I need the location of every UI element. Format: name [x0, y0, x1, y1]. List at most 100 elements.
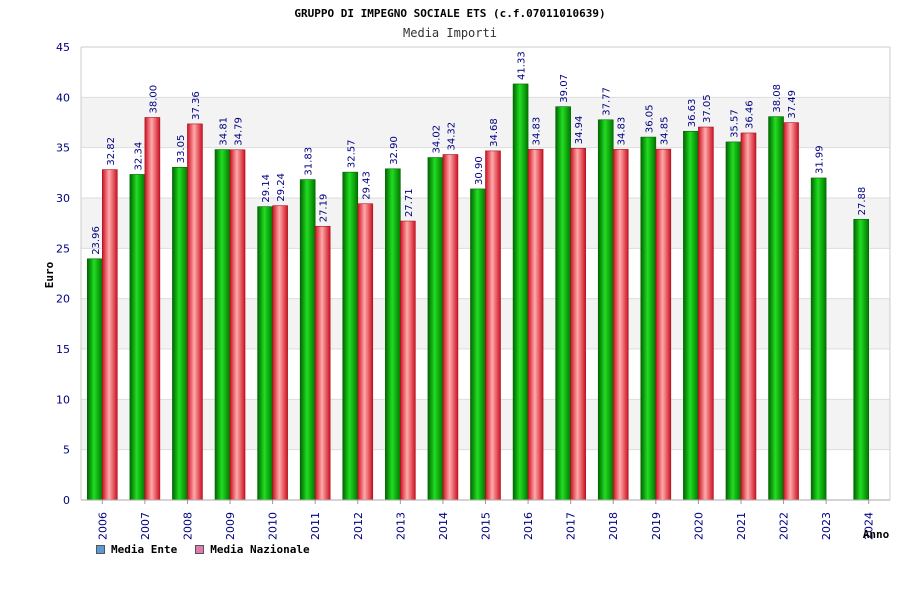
data-label: 30.90 — [474, 156, 485, 185]
bar-media-nazionale — [314, 225, 331, 501]
x-tick-label: 2019 — [650, 512, 663, 540]
chart-title: GRUPPO DI IMPEGNO SOCIALE ETS (c.f.07011… — [294, 7, 605, 20]
legend: Media Ente Media Nazionale — [96, 543, 310, 556]
bar-media-ente — [597, 119, 614, 501]
data-label: 37.77 — [602, 87, 613, 116]
bar-media-ente — [129, 174, 146, 501]
bar-media-ente — [683, 130, 699, 501]
x-tick-label: 2021 — [735, 512, 748, 540]
data-label: 34.85 — [659, 117, 670, 146]
x-tick-label: 2023 — [820, 512, 833, 540]
bar-media-nazionale — [357, 203, 374, 501]
data-label: 23.96 — [91, 226, 102, 255]
bar-media-ente — [768, 116, 784, 501]
legend-swatch-media-nazionale — [195, 545, 205, 554]
bar-media-ente — [342, 171, 359, 501]
bar-media-ente — [725, 141, 742, 501]
data-label: 29.43 — [361, 171, 372, 200]
bar-media-nazionale — [527, 149, 544, 501]
bar-media-nazionale — [485, 150, 501, 501]
x-tick-label: 2010 — [267, 512, 280, 540]
data-label: 31.83 — [304, 147, 315, 176]
data-label: 34.32 — [446, 122, 457, 151]
bar-media-nazionale — [570, 147, 586, 501]
bar-media-ente — [214, 149, 231, 501]
data-label: 33.05 — [176, 135, 187, 164]
bar-media-ente — [172, 166, 188, 501]
data-label: 36.46 — [744, 100, 755, 129]
y-tick-label: 40 — [56, 91, 70, 104]
y-axis-label: Euro — [43, 261, 56, 288]
data-label: 29.14 — [261, 174, 272, 203]
data-label: 34.68 — [489, 118, 500, 147]
y-tick-label: 45 — [56, 41, 70, 54]
bar-media-nazionale — [101, 169, 118, 501]
bar-media-nazionale — [783, 122, 799, 501]
x-tick-label: 2016 — [522, 512, 535, 540]
bar-media-nazionale — [740, 132, 757, 501]
data-label: 37.49 — [787, 90, 798, 119]
bar-media-ente — [427, 157, 444, 501]
data-label: 38.00 — [148, 85, 159, 114]
data-label: 37.36 — [191, 91, 202, 120]
bar-media-ente — [555, 106, 571, 501]
bar-media-nazionale — [229, 149, 246, 501]
x-tick-label: 2014 — [437, 512, 450, 540]
legend-label-media-ente: Media Ente — [111, 543, 178, 556]
x-tick-label: 2007 — [139, 512, 152, 540]
data-label: 35.57 — [729, 109, 740, 138]
chart-subtitle: Media Importi — [403, 26, 497, 40]
data-label: 34.02 — [431, 125, 442, 154]
bar-media-ente — [853, 219, 870, 501]
legend-swatch-media-ente — [96, 545, 105, 554]
data-label: 32.34 — [133, 142, 144, 171]
y-tick-label: 0 — [63, 494, 70, 507]
bar-media-ente — [299, 179, 316, 501]
y-tick-label: 30 — [56, 192, 70, 205]
x-tick-label: 2015 — [480, 512, 493, 540]
x-tick-label: 2013 — [394, 512, 407, 540]
x-tick-label: 2018 — [607, 512, 620, 540]
data-label: 27.88 — [857, 187, 868, 216]
bar-media-ente — [257, 206, 273, 501]
data-label: 41.33 — [517, 51, 528, 80]
data-label: 29.24 — [276, 173, 287, 202]
bar-media-nazionale — [187, 123, 203, 501]
data-label: 38.08 — [772, 84, 783, 113]
bar-media-ente — [512, 83, 529, 501]
data-label: 36.63 — [687, 99, 698, 128]
y-tick-label: 5 — [63, 444, 70, 457]
data-label: 27.19 — [319, 194, 330, 223]
x-tick-label: 2006 — [96, 512, 109, 540]
x-tick-label: 2024 — [863, 512, 876, 540]
legend-item-media-ente: Media Ente — [96, 543, 177, 556]
data-label: 27.71 — [404, 188, 415, 217]
x-tick-label: 2008 — [181, 512, 194, 540]
bar-media-ente — [86, 258, 103, 501]
bar-media-nazionale — [272, 205, 288, 501]
legend-item-media-nazionale: Media Nazionale — [195, 543, 310, 556]
data-label: 31.99 — [815, 145, 826, 174]
data-label: 34.81 — [219, 117, 230, 146]
data-label: 32.57 — [346, 139, 357, 168]
bar-media-ente — [810, 177, 827, 501]
y-tick-label: 35 — [56, 142, 70, 155]
data-label: 34.94 — [574, 116, 585, 145]
x-tick-label: 2011 — [309, 512, 322, 540]
bar-media-nazionale — [442, 154, 459, 501]
data-label: 34.83 — [617, 117, 628, 146]
bar-media-ente — [470, 188, 486, 501]
bar-media-nazionale — [144, 117, 161, 501]
data-label: 32.82 — [106, 137, 117, 166]
bar-media-nazionale — [400, 220, 416, 501]
bar-media-nazionale — [612, 149, 629, 501]
data-label: 32.90 — [389, 136, 400, 165]
data-label: 34.83 — [532, 117, 543, 146]
bars-group: 23.96 32.82 32.34 38.00 33.05 37.36 34.81 34.79… — [86, 51, 870, 501]
y-tick-label: 15 — [56, 343, 70, 356]
bar-media-ente — [385, 168, 401, 501]
x-tick-label: 2020 — [692, 512, 705, 540]
y-tick-label: 25 — [56, 242, 70, 255]
y-tick-label: 10 — [56, 393, 70, 406]
bar-media-ente — [640, 136, 657, 501]
